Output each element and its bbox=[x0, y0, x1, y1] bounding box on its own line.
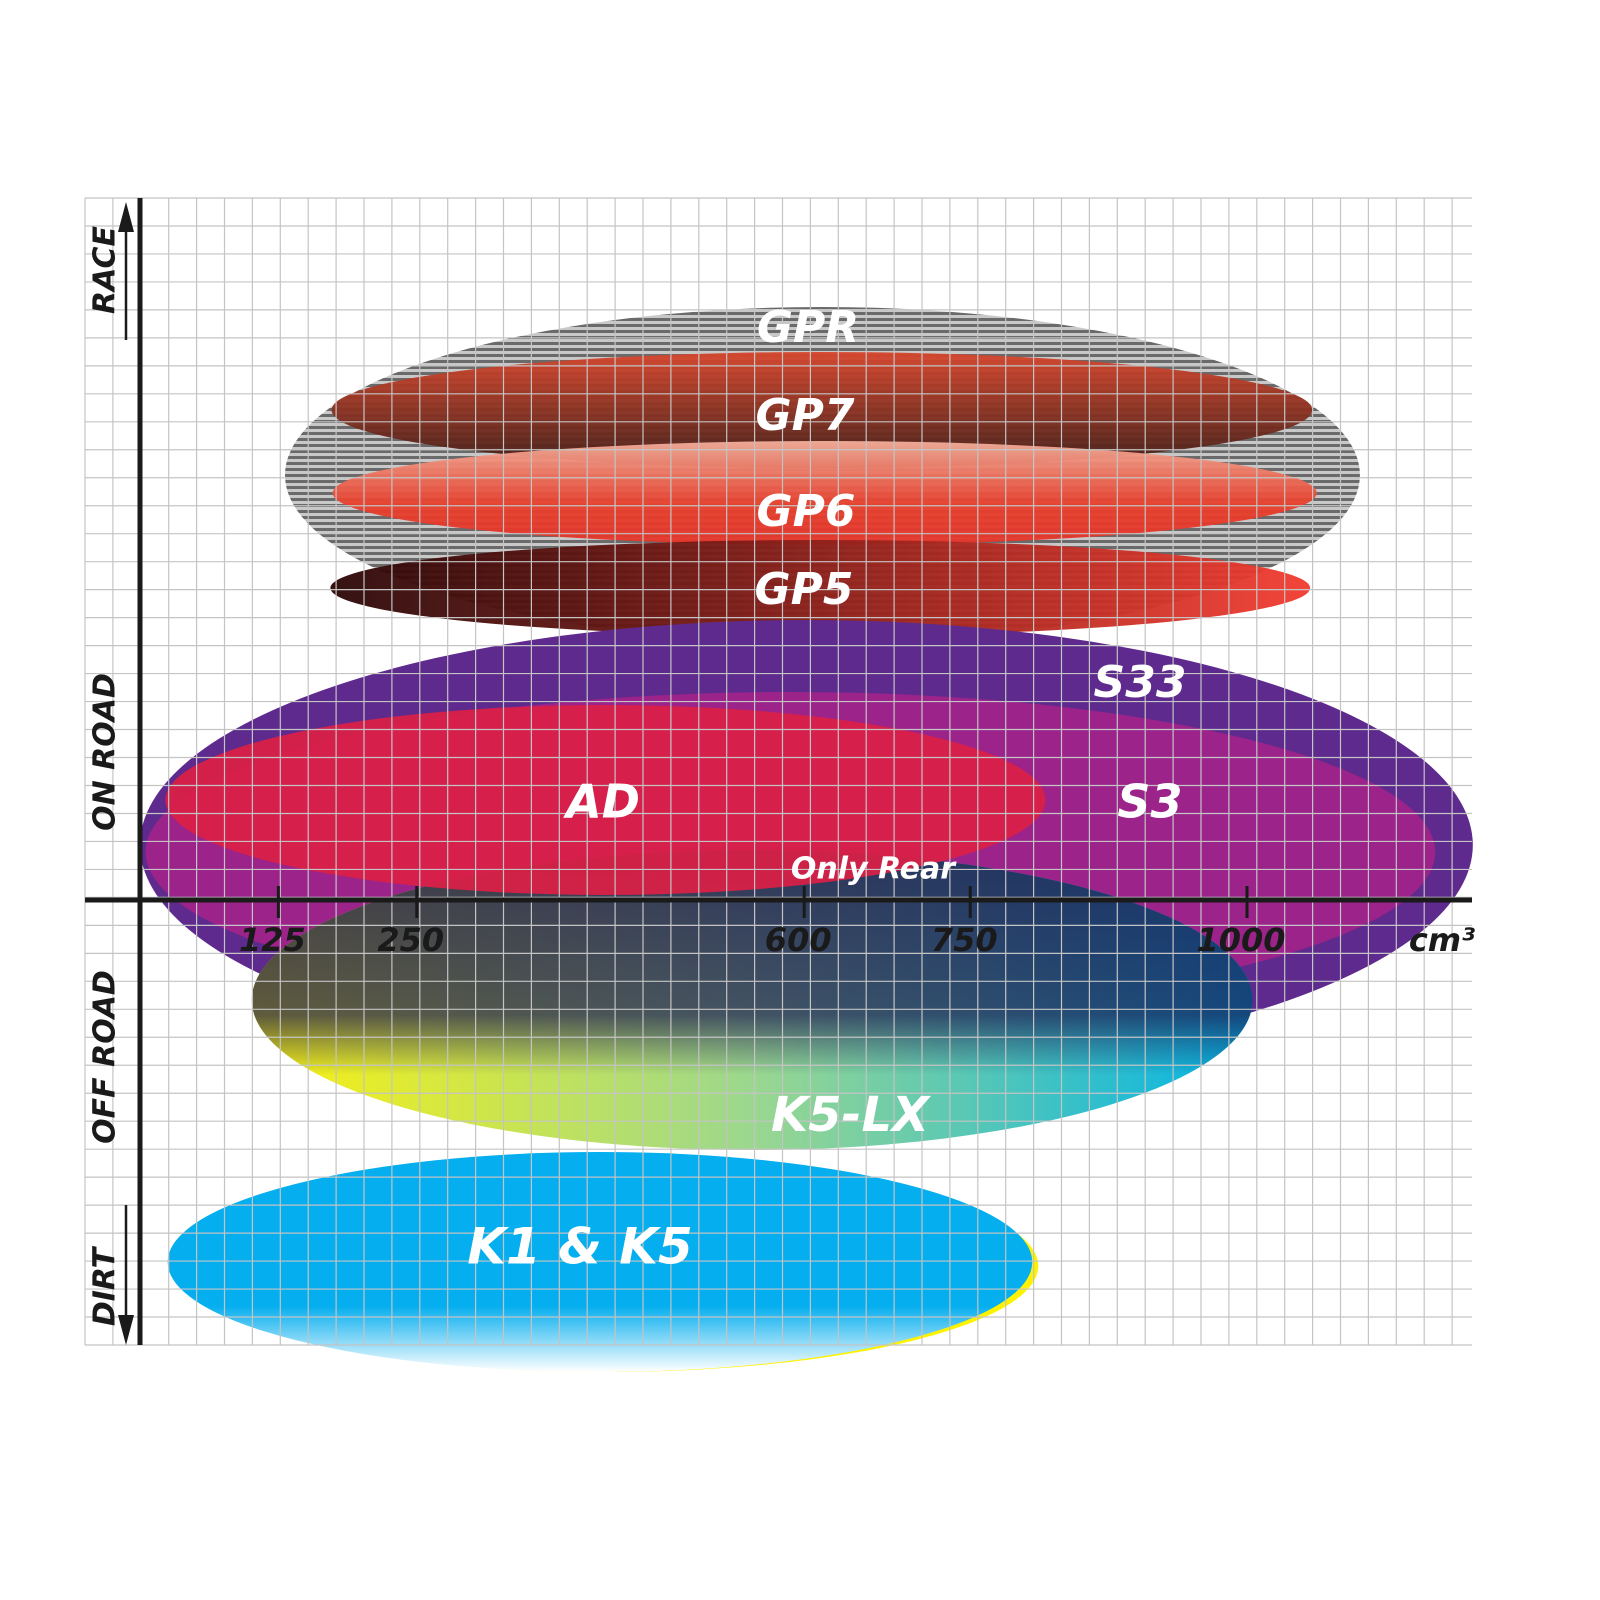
y-label-dirt: DIRT bbox=[88, 1245, 123, 1326]
y-label-off-road: OFF ROAD bbox=[88, 970, 123, 1144]
annotation-only-rear: Only Rear bbox=[791, 852, 957, 887]
y-label-race: RACE bbox=[88, 226, 123, 314]
ellipse-gp6 bbox=[332, 441, 1317, 545]
race-arrowhead-icon bbox=[118, 202, 134, 232]
y-label-on-road: ON ROAD bbox=[88, 673, 123, 831]
x-tick-label: 125 bbox=[239, 921, 306, 959]
x-tick-label: 1000 bbox=[1196, 921, 1285, 959]
ellipse-ad bbox=[165, 705, 1046, 895]
label-ad: AD bbox=[563, 775, 640, 829]
label-gp5: GP5 bbox=[755, 564, 854, 615]
label-gpr: GPR bbox=[757, 302, 859, 353]
label-s3: S3 bbox=[1117, 775, 1182, 829]
x-axis-unit: cm³ bbox=[1409, 921, 1475, 959]
label-gp6: GP6 bbox=[757, 486, 856, 537]
ellipse-gp7 bbox=[331, 352, 1313, 468]
ellipse-gp5 bbox=[330, 540, 1311, 636]
label-s33: S33 bbox=[1094, 657, 1187, 708]
x-tick-label: 750 bbox=[931, 921, 998, 959]
label-k5-lx: K5-LX bbox=[771, 1087, 931, 1143]
dirt-arrowhead-icon bbox=[118, 1315, 134, 1345]
x-tick-label: 600 bbox=[765, 921, 832, 959]
grid bbox=[84, 197, 1472, 1346]
label-k1-k5: K1 & K5 bbox=[467, 1218, 693, 1276]
x-tick-label: 250 bbox=[377, 921, 444, 959]
label-gp7: GP7 bbox=[756, 390, 855, 441]
k5-lx-overlap-shade bbox=[251, 850, 1253, 1150]
